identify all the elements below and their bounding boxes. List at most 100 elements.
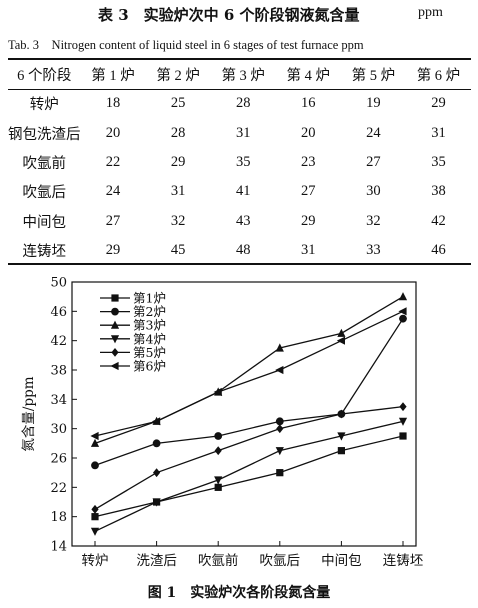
value-cell: 27: [301, 183, 316, 200]
header-cell: 第 3 炉: [221, 68, 265, 85]
data-point: [399, 432, 407, 440]
value-cell: 31: [170, 183, 186, 200]
value-cell: 33: [366, 241, 381, 258]
legend-label: 第3炉: [133, 318, 166, 333]
header-cell: 第 2 炉: [156, 68, 200, 85]
value-cell: 32: [170, 212, 186, 229]
table-top-rule: [8, 58, 471, 60]
value-cell: 38: [431, 183, 446, 200]
stage-cell: 吹氩前: [22, 156, 67, 173]
nitrogen-table: 6 个阶段 第 1 炉 第 2 炉 第 3 炉 第 4 炉 第 5 炉 第 6 …: [8, 60, 471, 265]
value-cell: 22: [105, 154, 121, 171]
data-point: [152, 439, 161, 448]
y-tick-label: 22: [50, 481, 67, 496]
value-cell: 41: [235, 183, 251, 200]
value-cell: 35: [431, 154, 446, 171]
table-row: 钢包洗渣后 20 28 31 20 24 31: [8, 119, 471, 148]
value-cell: 31: [301, 241, 316, 258]
legend-marker: [111, 294, 119, 302]
value-cell: 28: [170, 124, 186, 141]
data-point: [214, 476, 223, 485]
value-cell: 27: [366, 154, 381, 171]
value-cell: 43: [235, 212, 251, 229]
value-cell: 20: [105, 124, 121, 141]
stage-cell: 转炉: [29, 97, 59, 114]
y-tick-label: 34: [50, 393, 67, 408]
value-cell: 24: [105, 183, 121, 200]
x-tick-label: 吹氩前: [198, 552, 239, 569]
value-cell: 32: [366, 212, 381, 229]
data-point: [399, 314, 407, 323]
value-cell: 24: [366, 124, 381, 141]
y-tick-label: 38: [50, 364, 67, 379]
header-cell: 第 4 炉: [286, 68, 331, 85]
value-cell: 46: [431, 241, 446, 258]
value-cell: 29: [105, 241, 121, 258]
legend-label: 第6炉: [133, 359, 166, 374]
header-cell: 第 6 炉: [416, 68, 461, 85]
data-point: [337, 432, 346, 441]
data-point: [275, 343, 284, 352]
figure-caption: 图 1 实验炉次各阶段氮含量: [147, 585, 331, 601]
value-cell: 27: [105, 212, 121, 229]
stage-cell: 吹氩后: [22, 185, 67, 202]
series-line: [94, 435, 404, 518]
legend-label: 第5炉: [133, 345, 166, 360]
table-header-row: 6 个阶段 第 1 炉 第 2 炉 第 3 炉 第 4 炉 第 5 炉 第 6 …: [8, 60, 471, 89]
x-tick-label: 洗渣后: [136, 553, 177, 569]
legend-label: 第4炉: [133, 331, 166, 346]
data-point: [275, 447, 284, 456]
y-tick-label: 46: [50, 305, 67, 320]
value-cell: 18: [105, 95, 121, 112]
value-cell: 19: [366, 95, 381, 112]
x-tick-label: 转炉: [82, 553, 109, 569]
legend-marker: [111, 348, 119, 357]
data-point: [214, 446, 222, 456]
value-cell: 29: [301, 212, 316, 229]
value-cell: 30: [366, 183, 381, 200]
data-point: [91, 513, 99, 521]
nitrogen-line-chart: 14 18 22 26 30 34 38 42 46 50 转炉 洗渣后 吹氩前 吹氩后 中间包 连铸坯 氮含量…: [21, 276, 423, 570]
data-point: [214, 483, 222, 491]
data-point: [337, 328, 346, 337]
table-caption-english: Tab. 3 Nitrogen content of liquid steel …: [8, 38, 364, 52]
data-point: [91, 504, 99, 514]
table-unit: ppm: [418, 5, 443, 20]
legend-label: 第1炉: [133, 291, 166, 306]
table-row: 吹氩后 24 31 41 27 30 38: [8, 177, 471, 206]
data-point: [275, 365, 284, 375]
table-bottom-rule: [8, 263, 471, 265]
data-point: [152, 417, 161, 426]
data-point: [275, 417, 284, 426]
value-cell: 45: [170, 241, 186, 258]
value-cell: 48: [235, 241, 251, 258]
series-line: [94, 406, 404, 510]
series-line: [94, 420, 404, 532]
table-row: 吹氩前 22 29 35 23 27 35: [8, 148, 471, 177]
value-cell: 31: [431, 124, 446, 141]
stage-cell: 中间包: [22, 214, 67, 231]
data-point: [90, 431, 99, 441]
data-point: [399, 402, 407, 412]
y-tick-label: 18: [50, 510, 67, 525]
value-cell: 23: [301, 154, 316, 171]
series-line: [94, 296, 404, 444]
table-row: 连铸坯 29 45 48 31 33 46: [8, 236, 471, 265]
header-cell: 第 5 炉: [351, 68, 396, 85]
table-title: 表 3 实验炉次中 6 个阶段钢液氮含量: [98, 6, 360, 24]
value-cell: 31: [235, 124, 251, 141]
y-axis-label: 氮含量/ppm: [21, 376, 37, 451]
data-point: [337, 409, 345, 419]
y-tick-label: 26: [50, 452, 67, 467]
value-cell: 42: [431, 212, 446, 229]
table-row: 转炉 18 25 28 16 19 29: [8, 89, 471, 118]
header-cell: 第 1 炉: [91, 68, 135, 85]
data-point: [276, 424, 284, 434]
legend-marker: [110, 361, 119, 371]
data-point: [152, 498, 161, 507]
value-cell: 28: [235, 95, 251, 112]
series-line: [94, 318, 404, 466]
data-point: [398, 307, 407, 316]
x-tick-label: 吹氩后: [260, 553, 301, 569]
legend-marker: [110, 320, 120, 329]
